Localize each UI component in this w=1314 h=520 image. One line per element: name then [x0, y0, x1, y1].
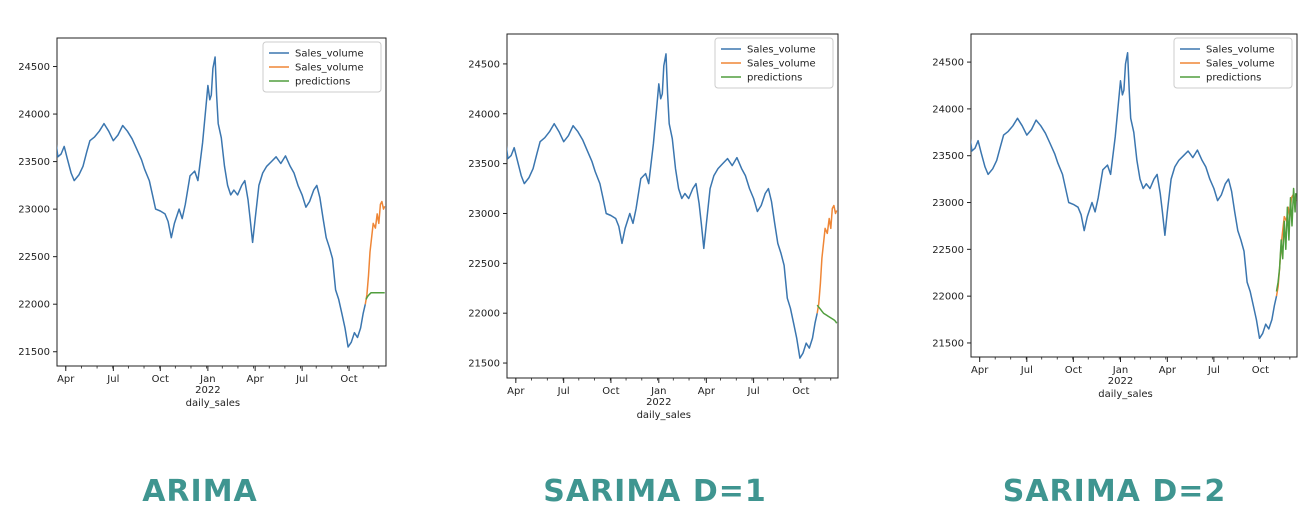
x-axis-title: daily_sales — [186, 398, 240, 409]
x-tick-label: Oct — [792, 386, 809, 397]
y-tick-label: 24000 — [468, 109, 500, 120]
x-tick-label: Apr — [57, 374, 75, 385]
y-tick-label: 21500 — [468, 359, 500, 370]
y-tick-label: 22000 — [932, 292, 964, 303]
arima-chart: 21500 22000 22500 23000 23500 24000 24500 Apr Ju… — [18, 37, 387, 409]
sarima-d2-chart: 21500 22000 22500 23000 23500 24000 24500 Apr Ju… — [932, 33, 1298, 400]
x-year-label: 2022 — [195, 385, 220, 396]
legend-label: Sales_volume — [747, 45, 816, 56]
sarima-d1-chart: 21500 22000 22500 23000 23500 24000 24500 Apr Ju… — [468, 33, 839, 421]
x-tick-label: Apr — [698, 386, 716, 397]
x-year-label: 2022 — [646, 397, 671, 408]
x-tick-label: Jan — [199, 374, 215, 385]
y-tick-label: 23000 — [932, 198, 964, 209]
legend-box — [262, 41, 382, 93]
y-axis: 21500 22000 22500 23000 23500 24000 24500 — [468, 59, 507, 370]
legend: Sales_volume Sales_volume predictions — [1173, 37, 1293, 89]
x-axis: Apr Jul Oct Jan Apr Jul Oct — [507, 378, 832, 397]
series-line-predictions — [816, 304, 838, 324]
series-line-test — [816, 204, 838, 314]
legend-label: Sales_volume — [295, 63, 364, 74]
legend-label: Sales_volume — [1206, 45, 1275, 56]
x-axis-title: daily_sales — [637, 410, 691, 421]
legend-label: predictions — [295, 77, 350, 88]
x-axis: Apr Jul Oct Jan Apr Jul Oct — [971, 357, 1291, 376]
y-tick-label: 24500 — [18, 62, 50, 73]
x-tick-label: Jan — [1112, 365, 1128, 376]
sarima-d2-chart-panel: 21500 22000 22500 23000 23500 24000 24500 Apr Ju… — [915, 0, 1314, 520]
x-tick-label: Jul — [106, 374, 119, 385]
y-tick-label: 22500 — [468, 259, 500, 270]
sarima-d2-caption: SARIMA D=2 — [1002, 474, 1227, 509]
sarima-d1-caption: SARIMA D=1 — [543, 474, 767, 509]
arima-plot-area — [56, 37, 387, 367]
x-tick-label: Apr — [507, 386, 525, 397]
x-tick-label: Jul — [747, 386, 760, 397]
legend-box — [714, 37, 834, 89]
y-tick-label: 22500 — [18, 252, 50, 263]
x-tick-label: Oct — [1065, 365, 1082, 376]
x-tick-label: Oct — [1252, 365, 1269, 376]
series-line-test — [364, 200, 386, 305]
y-tick-label: 24000 — [18, 110, 50, 121]
x-tick-label: Oct — [602, 386, 619, 397]
x-tick-label: Apr — [246, 374, 264, 385]
y-tick-label: 23500 — [932, 151, 964, 162]
legend: Sales_volume Sales_volume predictions — [262, 41, 382, 93]
x-tick-label: Jul — [1207, 365, 1220, 376]
sarima-d1-chart-panel: 21500 22000 22500 23000 23500 24000 24500 Apr Ju… — [445, 0, 865, 520]
series-line-train — [507, 53, 818, 359]
x-tick-label: Apr — [1159, 365, 1177, 376]
y-tick-label: 24500 — [468, 59, 500, 70]
x-tick-label: Apr — [971, 365, 989, 376]
legend-label: Sales_volume — [1206, 59, 1275, 70]
arima-chart-panel: 21500 22000 22500 23000 23500 24000 24500 Apr Ju… — [0, 0, 400, 520]
x-tick-label: Oct — [152, 374, 169, 385]
y-tick-label: 24500 — [932, 58, 964, 69]
legend-label: predictions — [1206, 73, 1261, 84]
x-tick-label: Jul — [295, 374, 308, 385]
y-tick-label: 23000 — [18, 205, 50, 216]
y-tick-label: 21500 — [932, 338, 964, 349]
legend-label: Sales_volume — [295, 49, 364, 60]
series-line-train — [971, 51, 1278, 340]
y-tick-label: 23000 — [468, 209, 500, 220]
y-tick-label: 24000 — [932, 104, 964, 115]
series-line-predictions — [365, 292, 385, 300]
x-axis: Apr Jul Oct Jan Apr Jul Oct — [57, 366, 380, 385]
y-tick-label: 22000 — [18, 300, 50, 311]
x-axis-title: daily_sales — [1098, 389, 1152, 400]
legend: Sales_volume Sales_volume predictions — [714, 37, 834, 89]
series-line-train — [57, 56, 367, 348]
y-tick-label: 22500 — [932, 245, 964, 256]
y-axis: 21500 22000 22500 23000 23500 24000 24500 — [932, 58, 971, 349]
y-axis: 21500 22000 22500 23000 23500 24000 24500 — [18, 62, 57, 358]
y-tick-label: 23500 — [468, 159, 500, 170]
x-tick-label: Oct — [340, 374, 357, 385]
series-line-predictions — [1275, 187, 1297, 292]
sarima-d1-plot-area — [506, 33, 839, 379]
legend-label: predictions — [747, 73, 802, 84]
legend-label: Sales_volume — [747, 59, 816, 70]
legend-box — [1173, 37, 1293, 89]
x-tick-label: Jul — [1020, 365, 1033, 376]
arima-caption: ARIMA — [142, 474, 258, 509]
x-tick-label: Jan — [650, 386, 666, 397]
x-year-label: 2022 — [1108, 376, 1133, 387]
x-tick-label: Jul — [557, 386, 570, 397]
y-tick-label: 23500 — [18, 157, 50, 168]
y-tick-label: 22000 — [468, 309, 500, 320]
y-tick-label: 21500 — [18, 347, 50, 358]
